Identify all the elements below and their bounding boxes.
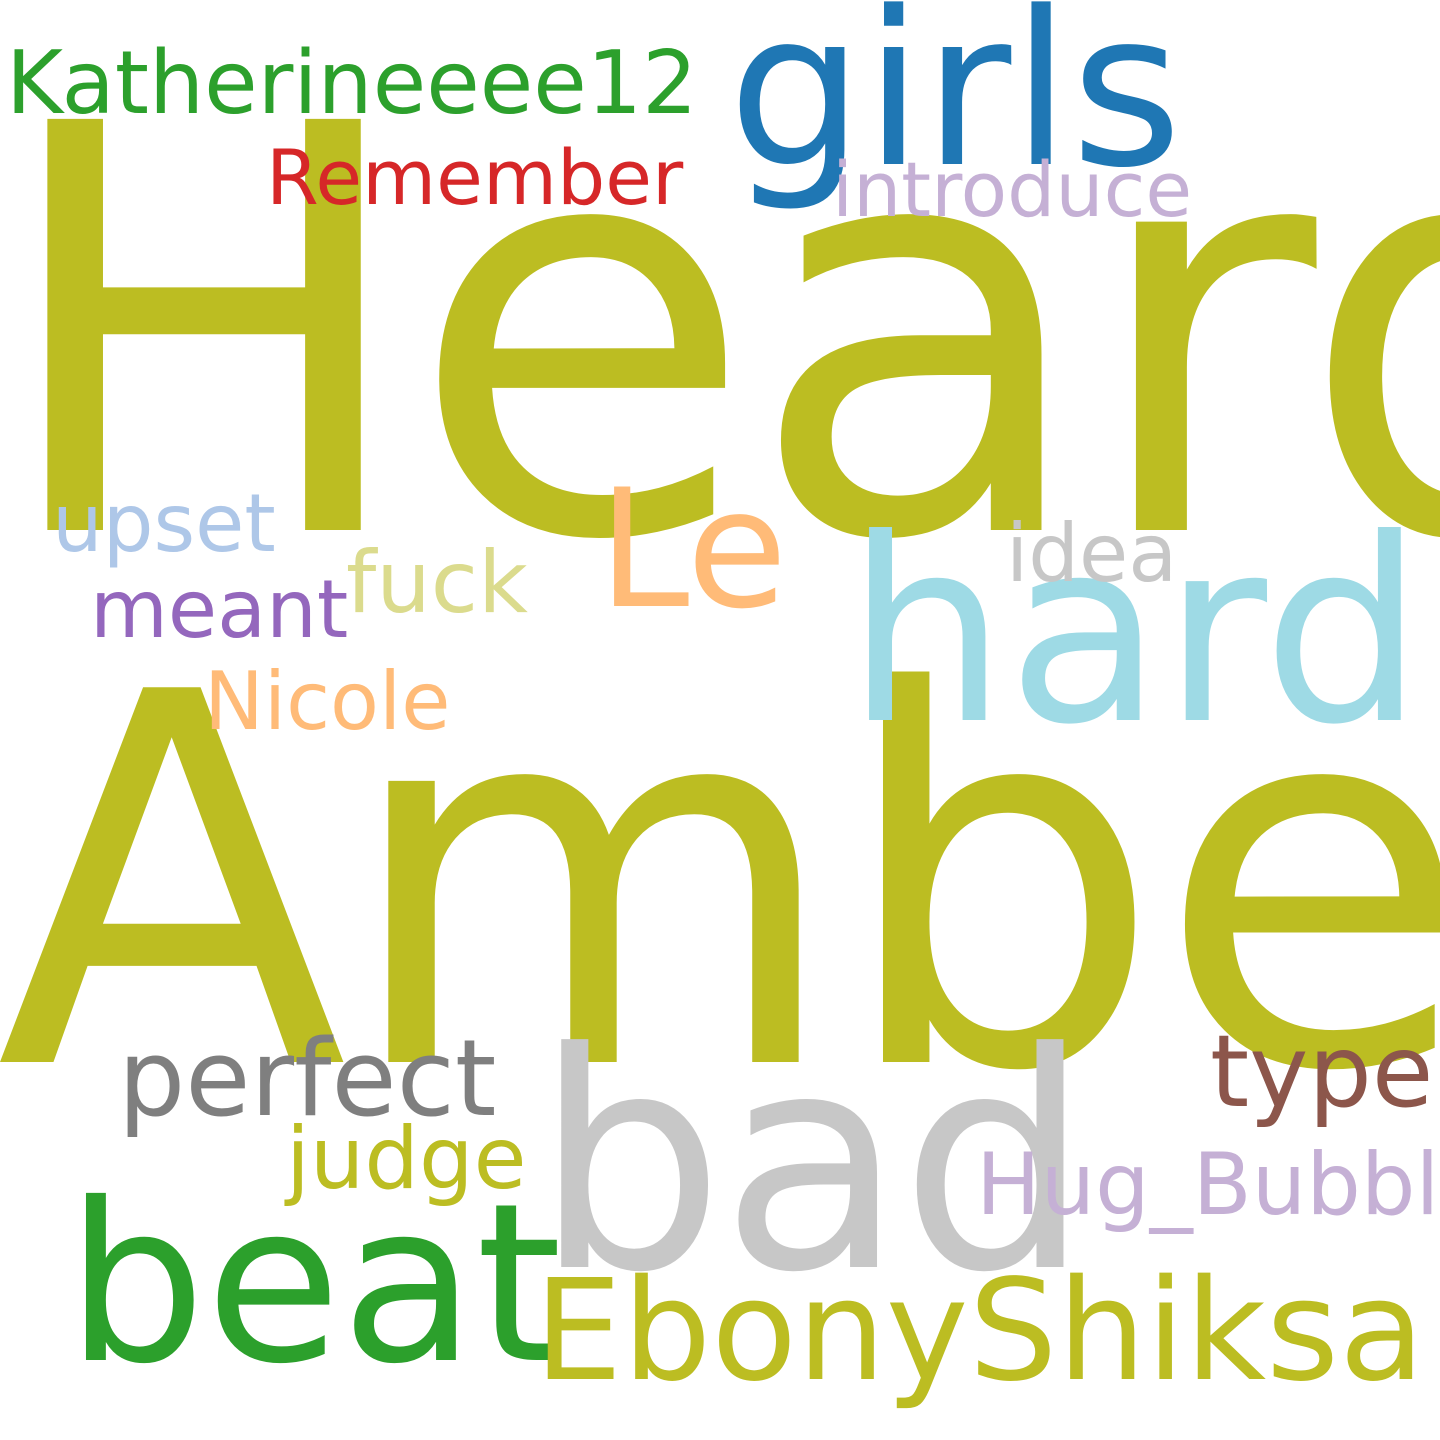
word-hard: hard [846,484,1424,780]
word-upset: upset [52,477,276,570]
word-beat: beat [66,1156,563,1412]
word-fuck: fuck [346,533,528,633]
word-amber: Amber [0,586,1440,1184]
word-idea: idea [1006,507,1178,600]
word-introduce: introduce [832,145,1193,234]
word-katherineeee12: Katherineeee12 [6,32,698,134]
word-hug-bubble: Hug_Bubble [976,1135,1440,1235]
word-type: type [1210,1013,1434,1130]
word-le: Le [598,454,788,645]
word-bad: bad [534,989,1091,1338]
word-nicole: Nicole [204,655,451,748]
word-perfect: perfect [118,1017,497,1140]
word-heard: Heard [0,7,1440,664]
word-judge: judge [286,1109,527,1209]
word-meant: meant [90,563,349,656]
word-remember: Remember [266,133,684,222]
word-girls: girls [728,0,1183,215]
word-ebonyshiksa: EbonyShiksa [534,1250,1425,1413]
